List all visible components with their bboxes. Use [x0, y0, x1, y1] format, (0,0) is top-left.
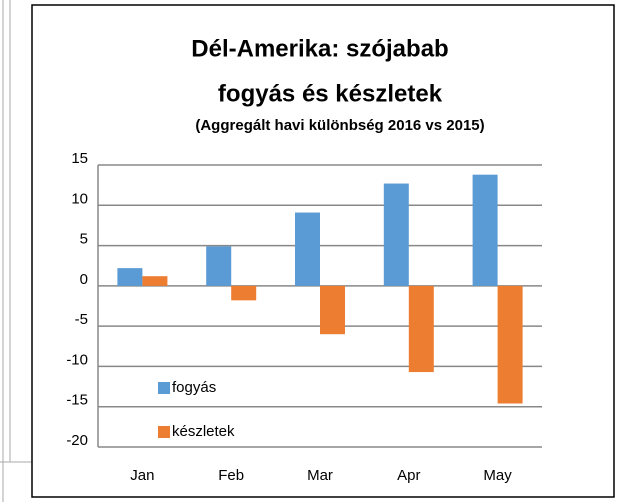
bar	[497, 285, 523, 404]
bar	[472, 174, 498, 286]
legend-label: fogyás	[172, 379, 216, 396]
chart-frame	[31, 4, 615, 498]
legend-label: készletek	[172, 423, 235, 440]
y-tick-label: -10	[66, 351, 88, 368]
x-tick-label: Jan	[130, 467, 154, 484]
bar	[383, 183, 409, 286]
x-tick-label: May	[483, 467, 512, 484]
bar	[320, 285, 345, 335]
y-tick-label: 0	[80, 271, 88, 288]
x-tick-label: Mar	[307, 467, 333, 484]
y-tick-label: -5	[75, 311, 88, 328]
chart-subtitle: (Aggregált havi különbség 2016 vs 2015)	[195, 117, 484, 134]
bar	[295, 212, 320, 286]
y-tick-label: -15	[66, 392, 88, 409]
legend-swatch	[158, 382, 170, 394]
bar	[408, 285, 434, 373]
legend-swatch	[158, 426, 170, 438]
chart-title: Dél-Amerika: szójabab	[191, 35, 448, 62]
y-tick-label: 10	[71, 190, 88, 207]
y-tick-label: 5	[80, 231, 88, 248]
x-tick-label: Feb	[218, 467, 244, 484]
bar	[142, 276, 168, 286]
bar	[231, 285, 257, 301]
y-tick-label: 15	[71, 150, 88, 167]
bar	[117, 268, 143, 286]
y-tick-label: -20	[66, 432, 88, 449]
chart-title: fogyás és készletek	[218, 80, 443, 107]
x-tick-label: Apr	[397, 467, 420, 484]
bar	[206, 246, 232, 286]
